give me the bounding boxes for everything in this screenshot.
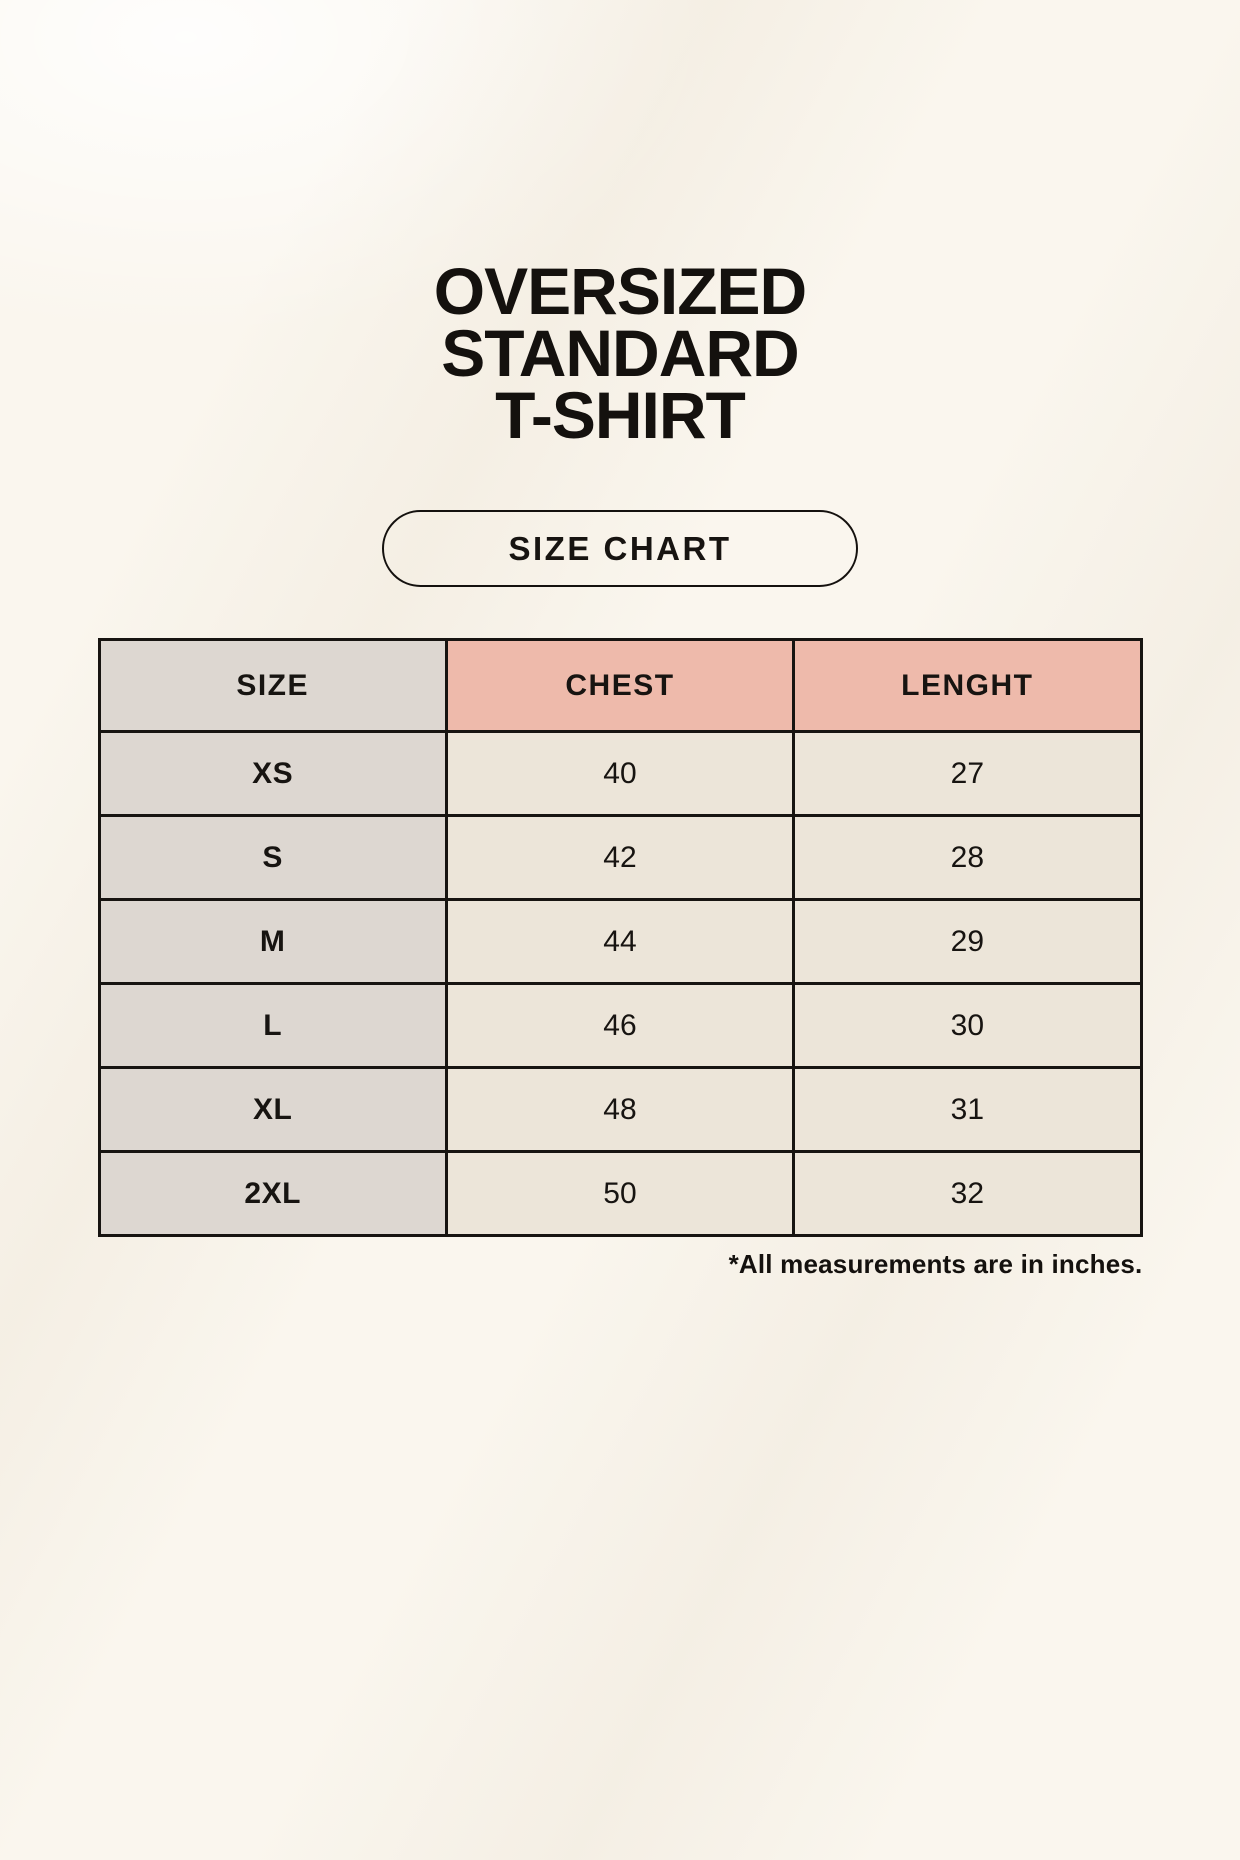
size-label: XL bbox=[97, 1066, 448, 1153]
col-header-size: SIZE bbox=[97, 638, 448, 733]
table-row-s: S 42 28 bbox=[97, 814, 1143, 901]
size-label: XS bbox=[97, 730, 448, 817]
length-value: 29 bbox=[792, 898, 1143, 985]
size-table-body: XS 40 27 S 42 28 M 44 29 L 46 30 XL 48 bbox=[97, 730, 1143, 1237]
title-line-2: STANDARD bbox=[441, 316, 799, 390]
chest-value: 42 bbox=[444, 814, 796, 901]
table-row-m: M 44 29 bbox=[97, 898, 1143, 985]
length-value: 32 bbox=[792, 1150, 1143, 1237]
size-chart-badge: SIZE CHART bbox=[382, 510, 858, 587]
chest-value: 50 bbox=[444, 1150, 796, 1237]
size-label: 2XL bbox=[97, 1150, 448, 1237]
table-row-2xl: 2XL 50 32 bbox=[97, 1150, 1143, 1237]
table-row-l: L 46 30 bbox=[97, 982, 1143, 1069]
length-value: 28 bbox=[792, 814, 1143, 901]
chest-value: 40 bbox=[444, 730, 796, 817]
chest-value: 46 bbox=[444, 982, 796, 1069]
size-label: M bbox=[97, 898, 448, 985]
size-label: L bbox=[97, 982, 448, 1069]
table-header-row: SIZE CHEST LENGHT bbox=[97, 638, 1143, 733]
size-label: S bbox=[97, 814, 448, 901]
length-value: 27 bbox=[792, 730, 1143, 817]
size-chart-badge-label: SIZE CHART bbox=[508, 529, 732, 567]
chest-value: 44 bbox=[444, 898, 796, 985]
size-chart-graphic: OVERSIZED STANDARD T-SHIRT SIZE CHART SI… bbox=[0, 254, 1240, 1860]
measurements-footnote: *All measurements are in inches. bbox=[728, 1249, 1143, 1279]
length-value: 31 bbox=[792, 1066, 1143, 1153]
title-line-1: OVERSIZED bbox=[433, 254, 807, 328]
length-value: 30 bbox=[792, 982, 1143, 1069]
title-line-3: T-SHIRT bbox=[495, 378, 746, 452]
size-table-head: SIZE CHEST LENGHT bbox=[97, 638, 1143, 733]
chest-value: 48 bbox=[444, 1066, 796, 1153]
size-table: SIZE CHEST LENGHT XS 40 27 S 42 28 M 44 … bbox=[97, 638, 1143, 1237]
col-header-length: LENGHT bbox=[792, 638, 1143, 733]
page-title: OVERSIZED STANDARD T-SHIRT bbox=[0, 254, 1240, 452]
table-row-xs: XS 40 27 bbox=[97, 730, 1143, 817]
col-header-chest: CHEST bbox=[444, 638, 796, 733]
table-row-xl: XL 48 31 bbox=[97, 1066, 1143, 1153]
